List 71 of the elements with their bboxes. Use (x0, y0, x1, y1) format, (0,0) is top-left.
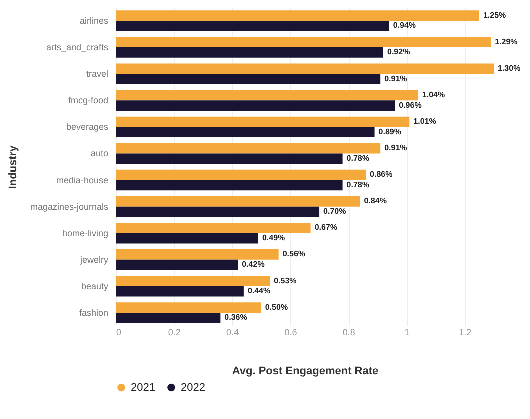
y-tick-label: magazines-journals (30, 202, 109, 212)
bar (116, 154, 343, 164)
data-label: 1.30% (498, 64, 521, 73)
y-axis-title: Industry (7, 144, 20, 190)
bar (116, 48, 384, 58)
y-tick-label: media-house (56, 175, 108, 186)
bar (116, 37, 492, 48)
data-label: 0.67% (314, 223, 338, 232)
data-label: 0.96% (399, 100, 422, 110)
bar (116, 250, 279, 260)
x-tick-label: 0 (116, 328, 122, 338)
bar (116, 90, 418, 101)
bar (116, 276, 270, 286)
data-label: 1.25% (483, 10, 506, 20)
bar (116, 223, 311, 234)
bar (116, 180, 343, 191)
x-tick-label: 0.2 (168, 328, 181, 338)
data-label: 0.50% (265, 302, 288, 312)
data-label: 0.49% (262, 234, 286, 243)
bar (116, 143, 381, 154)
data-label: 0.94% (393, 21, 416, 30)
data-label: 0.44% (248, 286, 271, 296)
x-tick-label: 0.6 (284, 328, 298, 338)
x-tick-label: 1 (404, 328, 410, 338)
bar (116, 10, 480, 22)
y-tick-label: home-living (62, 228, 108, 238)
bar (116, 233, 258, 244)
data-label: 1.04% (422, 90, 446, 100)
data-label: 1.29% (495, 37, 518, 46)
data-label: 0.56% (282, 250, 306, 259)
bar (116, 64, 494, 74)
y-tick-label: jewelry (79, 254, 109, 265)
y-tick-label: travel (86, 69, 108, 80)
bar (116, 286, 244, 297)
data-label: 0.91% (384, 74, 408, 84)
data-label: 0.78% (346, 154, 370, 163)
data-label: 0.42% (242, 260, 265, 270)
bar (116, 100, 396, 111)
y-tick-label: beauty (81, 281, 109, 292)
data-label: 0.86% (370, 170, 393, 180)
bar (116, 196, 360, 207)
data-label: 0.78% (346, 180, 370, 190)
y-tick-label: beverages (66, 122, 109, 132)
data-label: 0.53% (274, 276, 297, 286)
data-label: 1.01% (414, 117, 436, 126)
bar (116, 127, 375, 138)
data-label: 0.36% (224, 313, 248, 322)
bar (116, 170, 366, 180)
data-label: 0.89% (378, 127, 402, 136)
x-axis-title: Avg. Post Engagement Rate (232, 366, 379, 378)
y-tick-label: fashion (79, 308, 108, 318)
y-tick-label: arts_and_crafts (46, 42, 109, 53)
y-tick-label: airlines (80, 16, 109, 26)
x-tick-label: 0.8 (342, 328, 356, 338)
bar (116, 206, 320, 218)
bar (116, 21, 390, 32)
y-tick-label: auto (90, 148, 108, 159)
legend-label: 2022 (181, 382, 206, 394)
y-tick-label: fmcg-food (68, 96, 108, 106)
x-tick-label: 1.2 (459, 328, 472, 338)
bar (116, 116, 410, 128)
bar (116, 260, 238, 270)
data-label: 0.92% (388, 48, 410, 57)
data-label: 0.70% (324, 206, 346, 216)
data-label: 0.91% (384, 144, 408, 153)
bar (116, 74, 381, 84)
legend-label: 2021 (131, 382, 156, 394)
x-tick-label: 0.4 (226, 328, 240, 338)
data-label: 0.84% (364, 196, 387, 206)
bar (116, 312, 221, 324)
bar (116, 302, 262, 313)
